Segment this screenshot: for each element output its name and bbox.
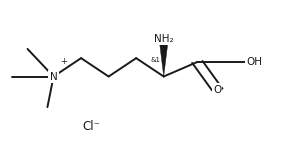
Text: O: O: [213, 84, 221, 95]
Text: OH: OH: [246, 57, 262, 67]
Polygon shape: [159, 37, 169, 76]
Text: NH₂: NH₂: [154, 34, 174, 44]
Text: Cl⁻: Cl⁻: [83, 121, 101, 133]
Text: +: +: [60, 57, 67, 66]
Text: &1: &1: [151, 57, 161, 63]
Text: N: N: [50, 71, 58, 82]
